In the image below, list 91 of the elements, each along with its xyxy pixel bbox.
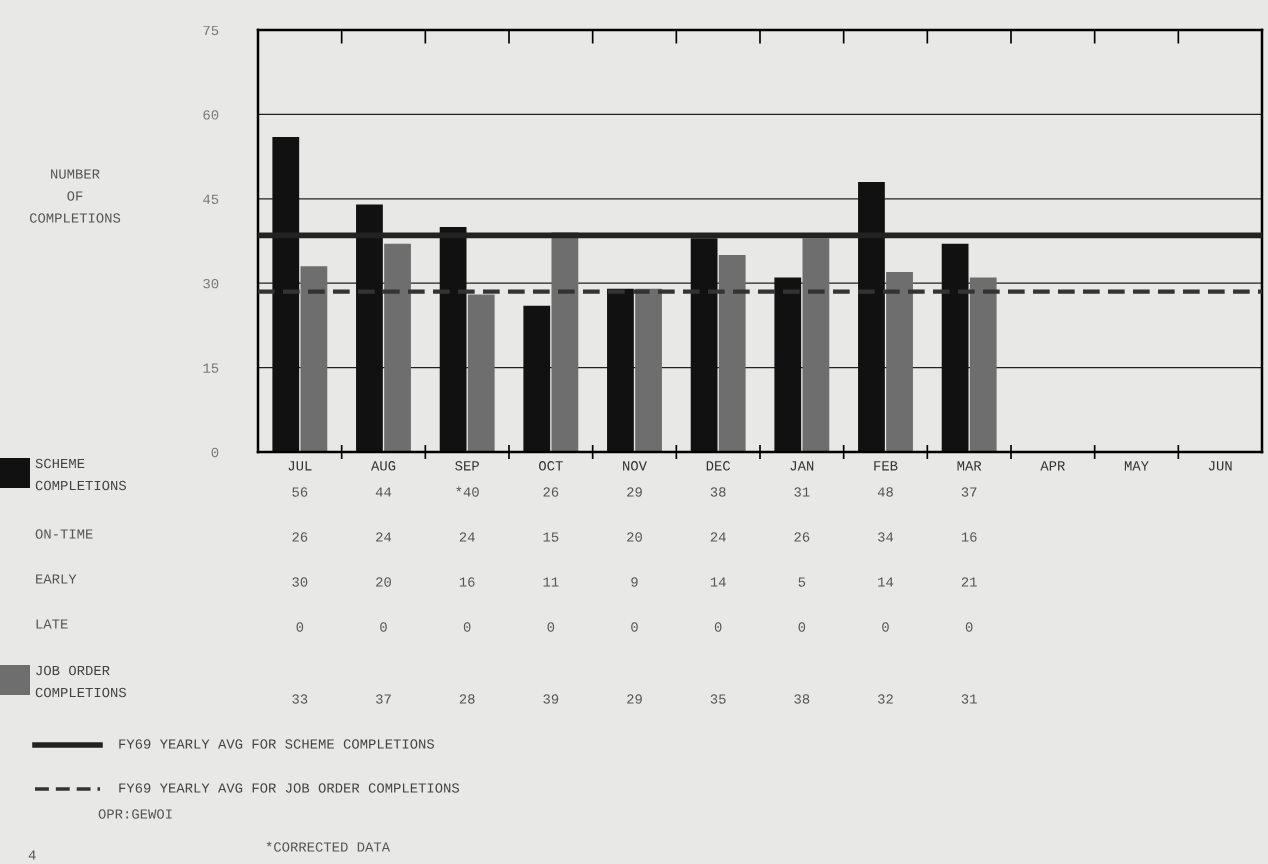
text: 11 [543, 577, 559, 587]
text: ON-TIME [35, 529, 93, 539]
text: 5 [798, 577, 806, 587]
bar [690, 238, 718, 452]
text: 0 [714, 622, 722, 632]
text: 24 [459, 532, 475, 542]
text: 0 [296, 622, 304, 632]
text: 20 [627, 532, 642, 542]
text: 30 [292, 577, 308, 587]
text: 0 [965, 622, 973, 632]
data-label: 31 [961, 694, 977, 704]
text: 4 [28, 850, 36, 860]
data-label: 39 [543, 694, 559, 704]
text: 0 [380, 622, 387, 632]
x-tick-label: JUN [1208, 461, 1232, 471]
text: 0 [631, 622, 638, 632]
bar [802, 238, 830, 452]
data-label: 56 [292, 487, 308, 497]
x-tick-label: DEC [706, 461, 731, 471]
legend-label: SCHEME COMPLETIONS [35, 458, 126, 491]
text: 21 [961, 577, 977, 587]
x-tick-label: SEP [455, 461, 479, 471]
x-tick-label: JUL [288, 461, 312, 471]
text: NUMBER OF COMPLETIONS [29, 169, 121, 223]
bar [774, 277, 802, 452]
data-label: 33 [292, 694, 308, 704]
text: 34 [878, 532, 894, 542]
legend-label: JOB ORDER COMPLETIONS [35, 665, 126, 698]
bar [886, 271, 913, 452]
bar [635, 288, 662, 452]
text: LATE [36, 619, 68, 629]
data-label: 29 [627, 487, 642, 497]
text: EARLY [36, 574, 77, 584]
data-label: 26 [543, 487, 559, 497]
text: 0 [547, 622, 555, 632]
bar [718, 255, 746, 452]
data-label: 29 [627, 694, 642, 704]
text: 16 [459, 577, 475, 587]
bar [858, 181, 885, 452]
bar [969, 277, 997, 452]
data-label: 32 [878, 694, 893, 704]
data-label: 38 [710, 487, 726, 497]
data-label: 38 [794, 694, 810, 704]
y-tick-label: 0 [211, 447, 219, 458]
y-tick-label: 60 [203, 110, 219, 120]
bar [941, 243, 969, 452]
text: OPR:GEWOI [98, 809, 172, 819]
y-tick-label: 15 [203, 363, 219, 373]
text: 26 [794, 532, 810, 542]
text: 14 [710, 577, 726, 587]
text: 20 [376, 577, 391, 587]
text: 0 [463, 622, 471, 632]
x-tick-label: APR [1040, 461, 1065, 471]
bar [300, 266, 328, 452]
text: 14 [878, 577, 894, 587]
x-tick-label: AUG [371, 461, 396, 471]
x-tick-label: MAY [1124, 461, 1149, 471]
y-tick-label: 45 [203, 194, 219, 204]
text: 24 [376, 532, 392, 542]
text: 0 [798, 622, 806, 632]
bar [272, 136, 300, 452]
text: 0 [882, 622, 889, 632]
data-label: 31 [794, 487, 810, 497]
text: 24 [710, 532, 726, 542]
y-tick-label: 30 [203, 278, 219, 289]
text: 9 [631, 577, 638, 587]
x-tick-label: MAR [957, 461, 982, 471]
x-tick-label: JAN [790, 461, 814, 471]
legend-label: FY69 YEARLY AVG FOR JOB ORDER COMPLETIONS [119, 783, 460, 793]
data-label: 35 [710, 694, 726, 704]
bar [467, 294, 495, 452]
text: 26 [292, 532, 308, 542]
data-label: 37 [961, 487, 977, 497]
data-label: 48 [877, 487, 893, 497]
x-tick-label: OCT [539, 461, 563, 471]
data-label: 44 [375, 487, 392, 497]
legend-label: FY69 YEARLY AVG FOR SCHEME COMPLETIONS [119, 739, 435, 749]
x-tick-label: NOV [623, 461, 647, 471]
bar [384, 243, 411, 452]
bar [607, 288, 634, 452]
text: 16 [961, 532, 977, 542]
x-tick-label: FEB [874, 461, 898, 471]
data-label: 28 [459, 694, 475, 704]
bar [439, 226, 467, 452]
y-tick-label: 75 [203, 25, 219, 36]
text: 15 [543, 532, 559, 542]
data-label: 37 [376, 694, 391, 704]
data-label: *40 [456, 486, 479, 497]
bar [356, 204, 383, 452]
text: *CORRECTED DATA [266, 841, 391, 852]
bar [523, 305, 551, 452]
